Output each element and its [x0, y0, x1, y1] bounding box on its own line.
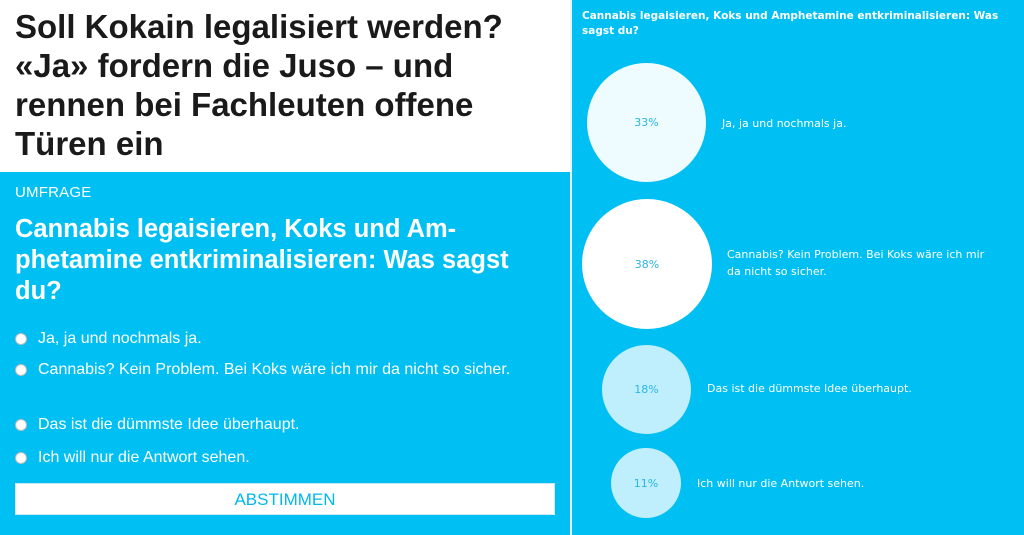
results-title: Cannabis legaisieren, Koks und Amphetami… — [582, 10, 999, 37]
poll-kicker: UMFRAGE — [15, 184, 92, 201]
result-label-1: Ja, ja und nochmals ja. — [722, 117, 847, 130]
poll-option-label: Das ist die dümmste Idee überhaupt. — [38, 416, 300, 433]
result-percent: 33% — [634, 116, 659, 129]
radio-button[interactable] — [15, 333, 27, 345]
poll-option-1[interactable]: Ja, ja und nochmals ja. — [15, 327, 545, 351]
poll-option-4[interactable]: Ich will nur die Antwort sehen. — [15, 446, 545, 470]
poll-option-label: Cannabis? Kein Problem. Bei Koks wäre ic… — [38, 361, 511, 378]
result-bubble-2: 38% — [582, 199, 712, 329]
poll-results: Cannabis legaisieren, Koks und Amphetami… — [572, 0, 1024, 535]
article-header: Soll Kokain legalisiert werden? «Ja» for… — [0, 0, 570, 172]
result-percent: 38% — [634, 257, 660, 271]
poll-form: UMFRAGE Cannabis legaisieren, Koks und A… — [0, 172, 570, 535]
panel-divider — [570, 0, 572, 535]
result-bubble-3: 18% — [602, 345, 691, 434]
article-headline: Soll Kokain legalisiert werden? «Ja» for… — [15, 8, 503, 162]
poll-question: Cannabis legaisieren, Koks und Am­phetam… — [15, 215, 509, 305]
poll-option-label: Ja, ja und nochmals ja. — [38, 330, 202, 347]
poll-option-2[interactable]: Cannabis? Kein Problem. Bei Koks wäre ic… — [15, 358, 545, 382]
result-percent: 18% — [634, 383, 659, 396]
radio-button[interactable] — [15, 452, 27, 464]
vote-button[interactable]: ABSTIMMEN — [15, 483, 555, 515]
result-bubble-1: 33% — [587, 63, 706, 182]
radio-button[interactable] — [15, 419, 27, 431]
result-label-3: Das ist die dümmste Idee überhaupt. — [707, 382, 912, 395]
result-bubble-4: 11% — [611, 448, 681, 518]
result-label-4: Ich will nur die Antwort sehen. — [697, 477, 865, 490]
poll-option-3[interactable]: Das ist die dümmste Idee überhaupt. — [15, 413, 545, 437]
result-percent: 11% — [633, 476, 659, 490]
result-label-2: Cannabis? Kein Problem. Bei Koks wäre ic… — [727, 248, 985, 278]
poll-option-label: Ich will nur die Antwort sehen. — [38, 449, 250, 466]
radio-button[interactable] — [15, 364, 27, 376]
